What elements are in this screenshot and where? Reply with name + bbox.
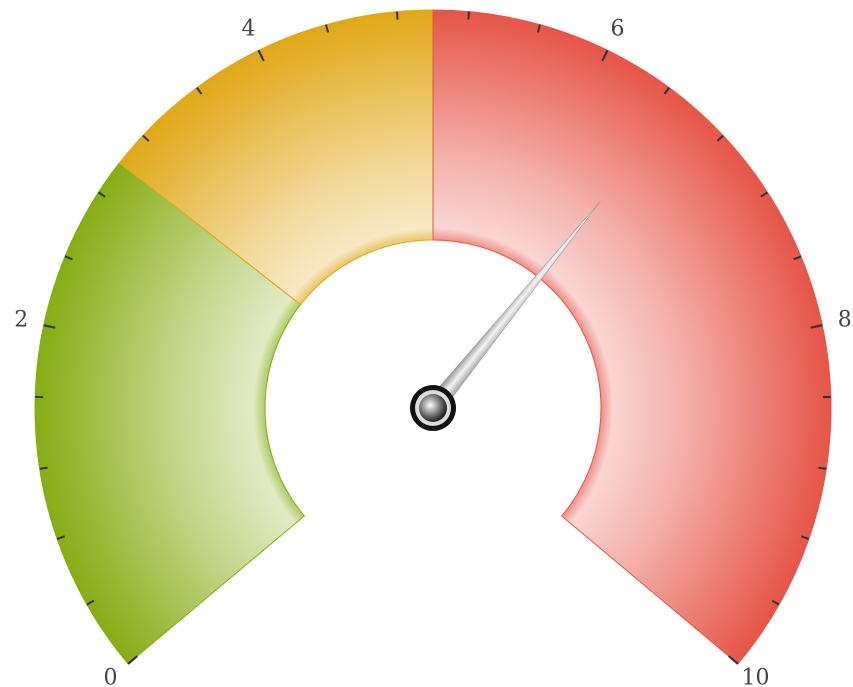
minor-tick (536, 24, 541, 33)
minor-tick (196, 87, 203, 95)
minor-tick (395, 11, 399, 20)
minor-tick (97, 191, 106, 198)
major-tick (127, 655, 138, 665)
minor-tick (793, 255, 802, 261)
gauge-band (34, 162, 306, 665)
major-tick (601, 49, 609, 62)
minor-tick (467, 11, 471, 20)
minor-tick (86, 599, 95, 606)
tick-label: 4 (241, 17, 255, 42)
minor-tick (142, 134, 150, 142)
minor-tick (64, 255, 73, 261)
gauge-band (118, 9, 434, 306)
minor-tick (325, 24, 330, 33)
major-tick (728, 655, 739, 665)
gauge-band (432, 9, 832, 665)
tick-label: 6 (611, 17, 625, 42)
minor-tick (800, 535, 810, 540)
minor-tick (663, 87, 670, 95)
minor-tick (716, 134, 724, 142)
tick-label: 8 (838, 307, 852, 332)
minor-tick (56, 535, 66, 540)
major-tick (257, 49, 265, 62)
minor-tick (39, 466, 48, 470)
minor-tick (818, 466, 827, 470)
needle-hub (419, 394, 447, 422)
major-tick (810, 324, 823, 329)
tick-label: 2 (14, 307, 28, 332)
major-tick (43, 324, 56, 329)
minor-tick (771, 599, 780, 606)
minor-tick (760, 191, 769, 198)
tick-label: 10 (742, 666, 770, 687)
tick-label: 0 (103, 666, 117, 687)
